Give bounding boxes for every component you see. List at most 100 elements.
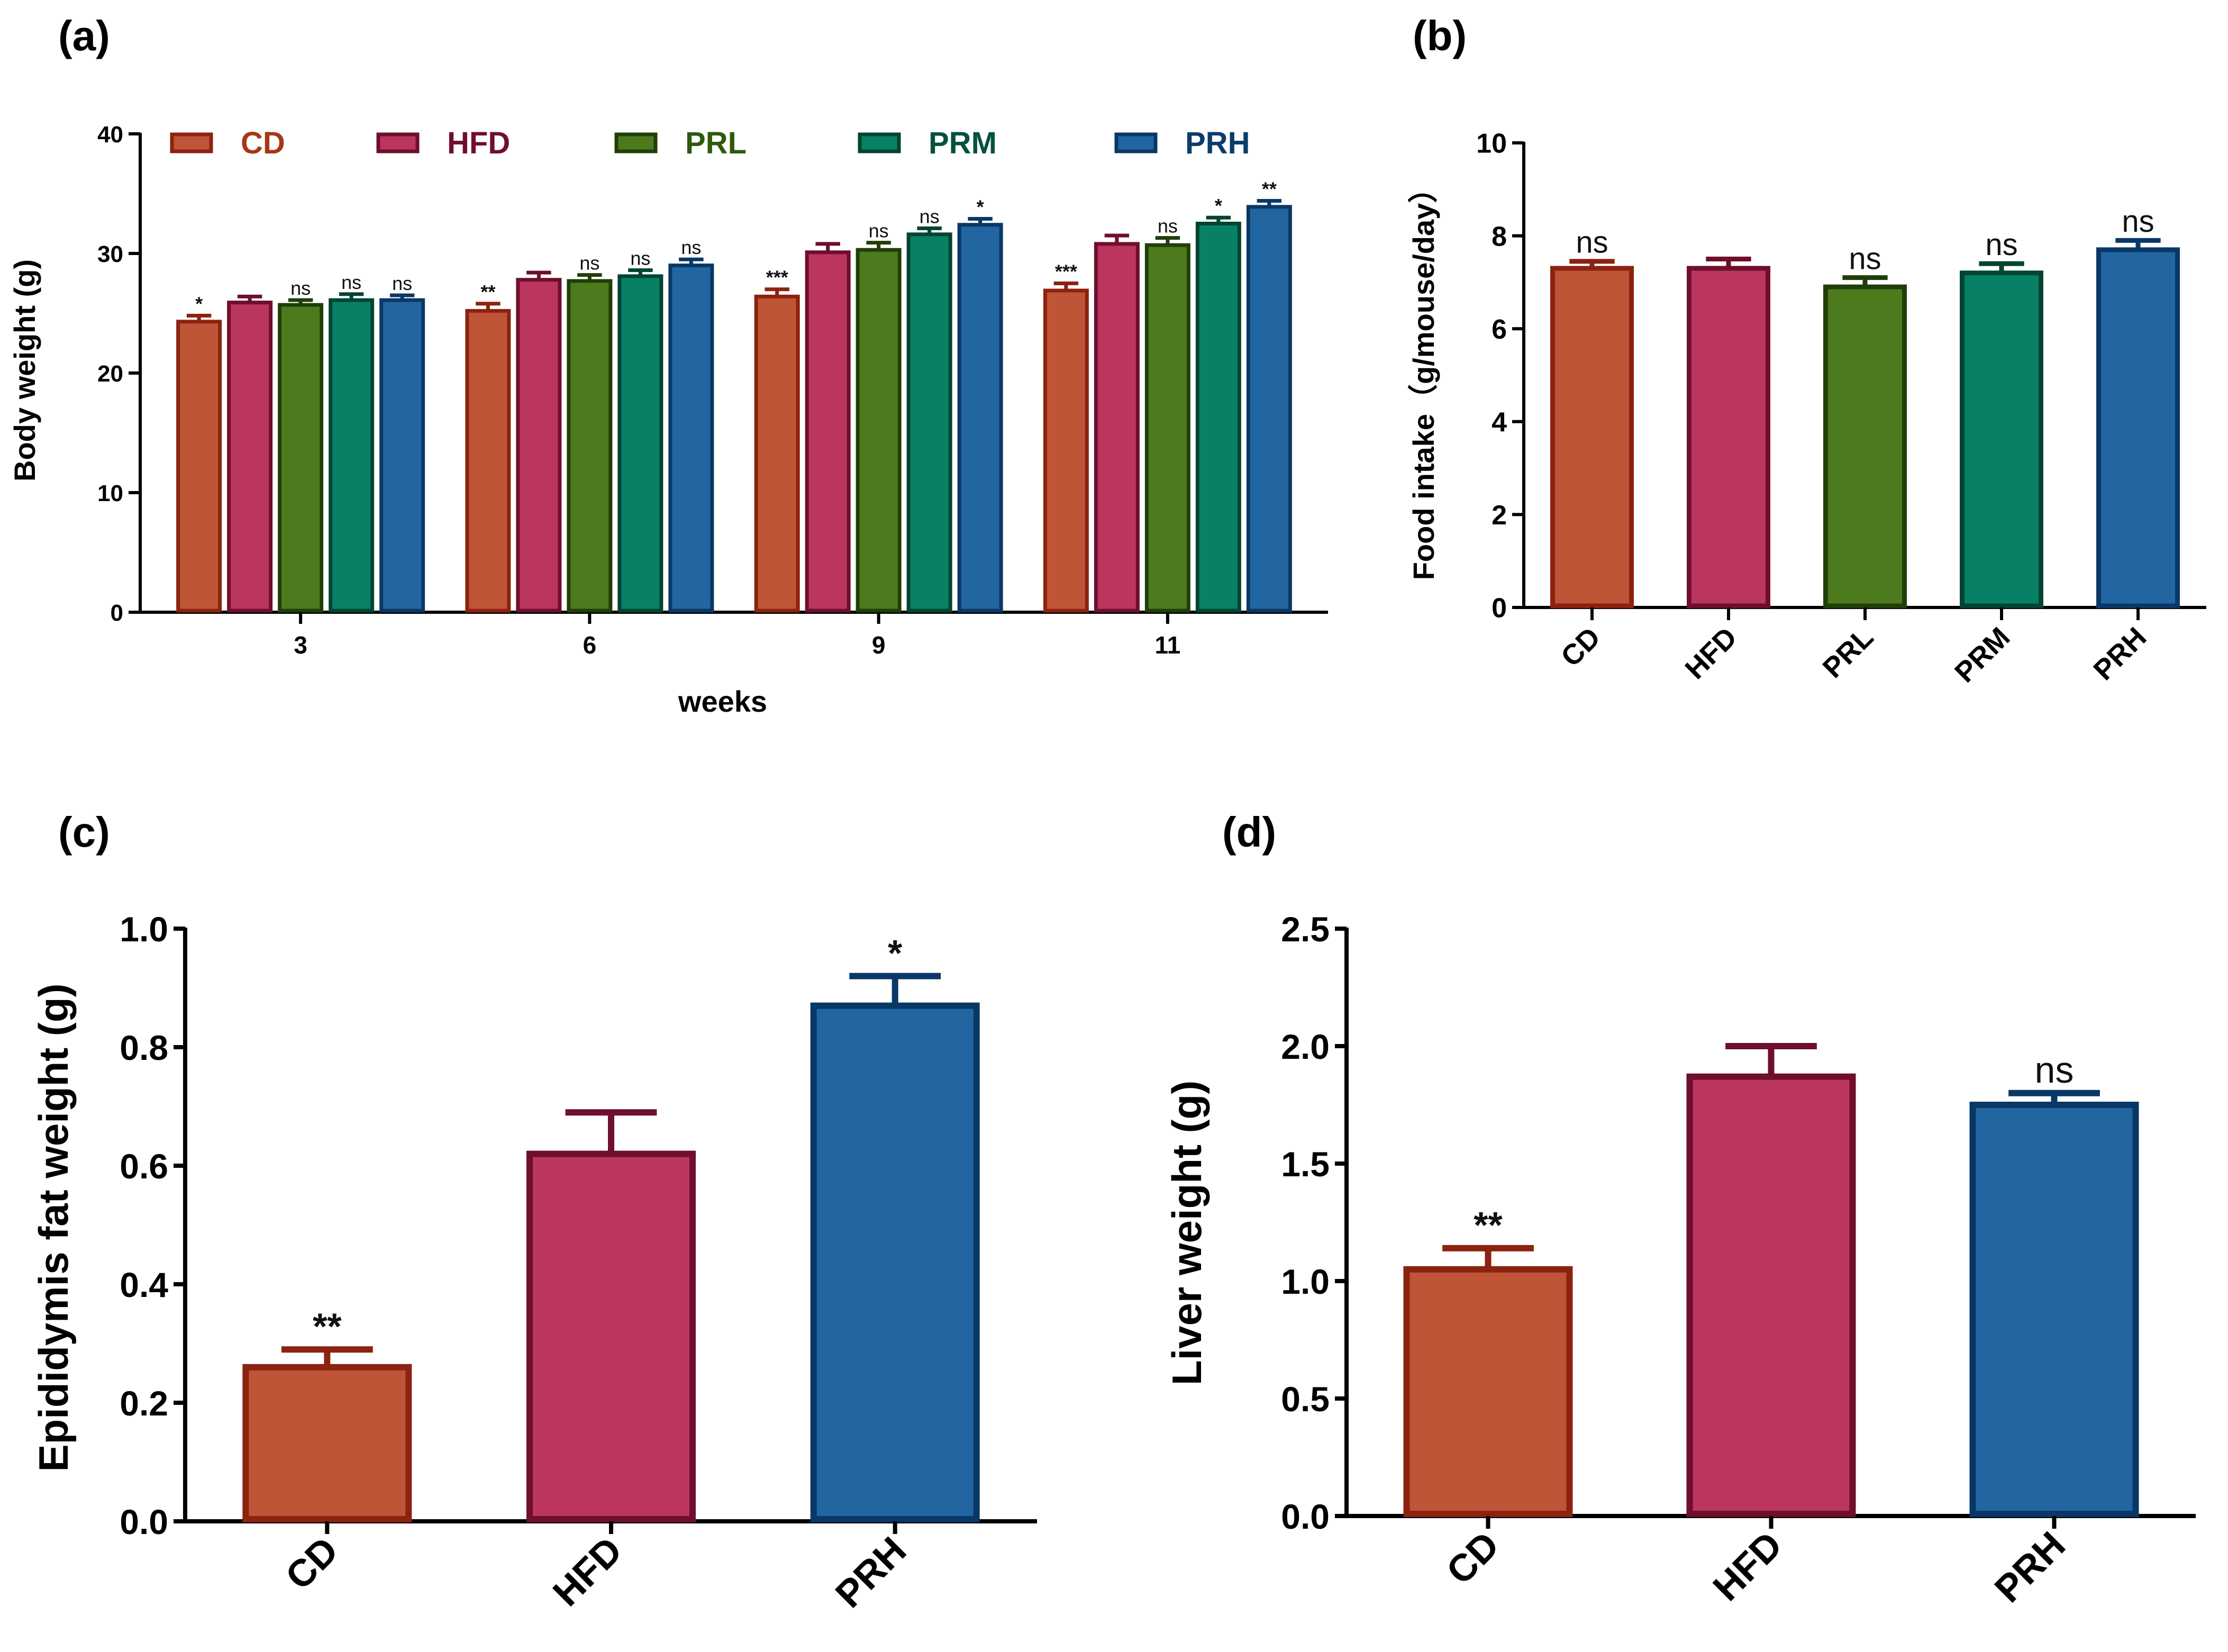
x-tick-label: CD bbox=[278, 1529, 347, 1598]
x-tick-label: 3 bbox=[294, 631, 307, 659]
significance-label: ns bbox=[392, 273, 412, 294]
bar-hfd bbox=[526, 1150, 696, 1523]
significance-label: *** bbox=[1055, 260, 1077, 282]
significance-label: ns bbox=[579, 252, 599, 274]
significance-label: * bbox=[1215, 195, 1222, 216]
x-tick-label: PRH bbox=[827, 1529, 914, 1616]
bar-hfd bbox=[516, 278, 562, 613]
legend-label-prh: PRH bbox=[1185, 126, 1250, 160]
legend-swatch-prl bbox=[614, 132, 658, 153]
legend-swatch-cd bbox=[170, 132, 213, 153]
panel-a-y-axis-label: Body weight (g) bbox=[8, 259, 41, 482]
bar-prh bbox=[957, 223, 1003, 613]
significance-label: * bbox=[977, 196, 984, 217]
significance-label: ns bbox=[920, 205, 940, 227]
y-tick-label: 8 bbox=[1492, 221, 1507, 252]
x-tick-label: PRH bbox=[2087, 621, 2152, 686]
y-tick-label: 0.0 bbox=[1281, 1497, 1330, 1536]
significance-label: ns bbox=[630, 248, 650, 269]
y-tick-label: 0.2 bbox=[120, 1384, 168, 1423]
significance-label: * bbox=[195, 293, 203, 314]
bar-prl bbox=[1144, 243, 1190, 613]
significance-label: * bbox=[888, 932, 903, 974]
panel-d-y-axis-label: Liver weight (g) bbox=[1163, 1081, 1210, 1385]
legend-swatch-prm bbox=[858, 132, 901, 153]
y-tick-label: 0 bbox=[111, 600, 123, 626]
x-tick-label: CD bbox=[1555, 621, 1607, 673]
bar-prm bbox=[906, 232, 952, 613]
bar-cd bbox=[754, 294, 800, 613]
significance-label: ns bbox=[1576, 225, 1608, 260]
y-tick-label: 0.6 bbox=[120, 1147, 168, 1186]
bar-hfd bbox=[1687, 266, 1770, 609]
panel-a-label: (a) bbox=[58, 12, 110, 59]
bar-hfd bbox=[805, 250, 851, 613]
y-tick-label: 0.8 bbox=[120, 1028, 168, 1067]
significance-label: ** bbox=[1262, 178, 1277, 199]
significance-label: ns bbox=[1985, 228, 2017, 262]
y-tick-label: 2.5 bbox=[1281, 910, 1330, 949]
panel-c-epididymis-fat: (c) Epididymis fat weight (g) 0.0 0.2 0.4 0… bbox=[30, 809, 1037, 1616]
panel-b-label: (b) bbox=[1413, 12, 1467, 59]
x-tick-label: 9 bbox=[872, 631, 886, 659]
x-tick-label: PRH bbox=[1987, 1524, 2074, 1611]
panel-c-y-axis-label: Epididymis fat weight (g) bbox=[30, 983, 77, 1472]
bar-prh bbox=[668, 264, 714, 613]
panel-b-y-axis-label: Food intake（g/mouse/day） bbox=[1407, 174, 1440, 580]
x-tick-label: HFD bbox=[1679, 621, 1743, 685]
significance-label: ns bbox=[290, 277, 311, 299]
panel-b-food-intake: (b) Food intake（g/mouse/day） 0 2 4 6 8 10 ns CD… bbox=[1407, 12, 2206, 688]
x-tick-label: HFD bbox=[545, 1529, 630, 1614]
y-tick-label: 2.0 bbox=[1281, 1027, 1330, 1066]
significance-label: ns bbox=[1158, 215, 1178, 237]
bar-prh bbox=[810, 1002, 980, 1522]
bar-cd bbox=[1550, 266, 1634, 609]
significance-label: ** bbox=[1474, 1204, 1503, 1246]
significance-label: ns bbox=[2122, 204, 2154, 239]
bar-cd bbox=[465, 308, 511, 613]
significance-label: ns bbox=[2035, 1049, 2074, 1091]
legend-label-prm: PRM bbox=[929, 126, 997, 160]
y-tick-label: 10 bbox=[1476, 129, 1507, 159]
bar-prm bbox=[617, 274, 663, 613]
y-tick-label: 30 bbox=[97, 241, 123, 267]
y-tick-label: 1.5 bbox=[1281, 1145, 1330, 1184]
bar-prl bbox=[278, 303, 324, 613]
y-tick-label: 0.5 bbox=[1281, 1379, 1330, 1419]
significance-label: ** bbox=[480, 281, 495, 303]
bar-prl bbox=[1823, 284, 1907, 609]
bar-prm bbox=[1960, 270, 2043, 609]
significance-label: ns bbox=[869, 220, 889, 242]
x-tick-label: CD bbox=[1439, 1524, 1507, 1593]
x-tick-label: HFD bbox=[1705, 1524, 1790, 1609]
bar-hfd bbox=[1094, 242, 1140, 613]
legend-label-prl: PRL bbox=[685, 126, 747, 160]
bar-prh bbox=[2096, 247, 2180, 609]
y-tick-label: 2 bbox=[1492, 500, 1507, 531]
legend-label-hfd: HFD bbox=[447, 126, 510, 160]
y-tick-label: 20 bbox=[97, 361, 123, 387]
panel-c-label: (c) bbox=[58, 809, 110, 856]
bar-cd bbox=[242, 1364, 412, 1523]
bar-prh bbox=[1969, 1102, 2139, 1517]
significance-label: ** bbox=[313, 1306, 342, 1347]
bar-prl bbox=[567, 279, 613, 613]
y-tick-label: 0.4 bbox=[120, 1265, 168, 1304]
legend-label-cd: CD bbox=[241, 126, 285, 160]
bar-hfd bbox=[227, 301, 273, 613]
panel-d-liver-weight: (d) Liver weight (g) 0.0 0.5 1.0 1.5 2.0 2.5 *… bbox=[1163, 809, 2196, 1611]
legend-swatch-prh bbox=[1114, 132, 1158, 153]
panel-d-label: (d) bbox=[1222, 809, 1276, 856]
bar-cd bbox=[1403, 1266, 1573, 1518]
x-tick-label: PRL bbox=[1817, 621, 1880, 684]
x-tick-label: 11 bbox=[1155, 631, 1181, 659]
y-tick-label: 1.0 bbox=[120, 910, 168, 949]
y-tick-label: 0.0 bbox=[120, 1502, 168, 1541]
bar-prm bbox=[1195, 222, 1241, 613]
legend-swatch-hfd bbox=[376, 132, 420, 153]
y-tick-label: 40 bbox=[97, 122, 123, 148]
y-tick-label: 1.0 bbox=[1281, 1262, 1330, 1301]
bar-hfd bbox=[1686, 1073, 1856, 1517]
bar-prm bbox=[329, 298, 375, 613]
bar-prl bbox=[856, 248, 902, 613]
